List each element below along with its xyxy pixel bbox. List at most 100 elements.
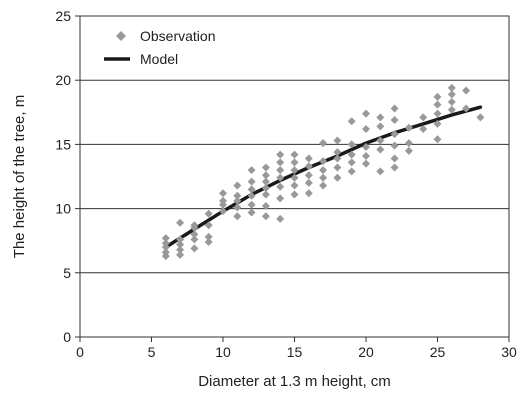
x-axis-title: Diameter at 1.3 m height, cm bbox=[198, 373, 391, 390]
observation-point bbox=[233, 212, 242, 221]
observation-point bbox=[419, 124, 428, 133]
observation-point bbox=[362, 109, 370, 118]
observation-point bbox=[276, 150, 285, 159]
observation-point bbox=[247, 166, 256, 175]
observation-point bbox=[376, 145, 385, 154]
observation-point bbox=[319, 139, 328, 148]
observation-point bbox=[404, 139, 413, 148]
y-tick-label: 0 bbox=[63, 329, 71, 345]
observation-point bbox=[247, 208, 256, 217]
observation-series bbox=[161, 83, 485, 261]
observation-point bbox=[319, 173, 328, 182]
y-tick-label: 5 bbox=[63, 265, 71, 281]
observation-point bbox=[362, 124, 370, 133]
observation-point bbox=[319, 157, 328, 166]
observation-point bbox=[447, 90, 456, 99]
observation-point bbox=[390, 141, 399, 150]
observation-point bbox=[219, 207, 227, 216]
x-tick-label: 25 bbox=[430, 344, 446, 360]
observation-point bbox=[376, 136, 385, 145]
observation-point bbox=[247, 185, 256, 194]
observation-point bbox=[176, 218, 185, 227]
observation-point bbox=[304, 189, 313, 198]
observation-point bbox=[362, 151, 370, 160]
observation-point bbox=[261, 190, 270, 199]
observation-point bbox=[261, 171, 270, 180]
observation-point bbox=[419, 113, 428, 122]
x-tick-label: 10 bbox=[215, 344, 231, 360]
observation-point bbox=[204, 232, 213, 241]
observation-point bbox=[204, 209, 213, 218]
observation-point bbox=[276, 166, 285, 175]
observation-point bbox=[261, 212, 270, 221]
observation-point bbox=[333, 148, 342, 157]
observation-point bbox=[362, 142, 370, 151]
observation-point bbox=[347, 117, 356, 126]
observation-point bbox=[233, 181, 242, 190]
legend: Observation Model bbox=[104, 28, 215, 67]
observation-point bbox=[290, 173, 299, 182]
gridlines bbox=[80, 79, 509, 274]
observation-point bbox=[290, 150, 299, 159]
legend-model-label: Model bbox=[140, 51, 178, 67]
observation-point bbox=[176, 235, 185, 244]
observation-point bbox=[376, 122, 385, 131]
observation-point bbox=[176, 240, 185, 249]
observation-point bbox=[233, 196, 242, 205]
observation-point bbox=[433, 119, 442, 128]
observation-point bbox=[233, 203, 242, 212]
legend-observation-marker bbox=[116, 31, 126, 41]
y-tick-label: 25 bbox=[55, 8, 71, 24]
observation-point bbox=[190, 235, 199, 244]
observation-point bbox=[219, 196, 227, 205]
x-tick-label: 5 bbox=[148, 344, 156, 360]
observation-point bbox=[333, 136, 342, 145]
observation-point bbox=[276, 173, 285, 182]
observation-point bbox=[447, 98, 456, 107]
observation-point bbox=[390, 163, 399, 172]
observation-point bbox=[233, 191, 242, 200]
observation-point bbox=[347, 167, 356, 176]
observation-point bbox=[404, 123, 413, 132]
observation-point bbox=[362, 159, 370, 168]
observation-point bbox=[433, 92, 442, 101]
observation-point bbox=[319, 181, 328, 190]
observation-point bbox=[347, 150, 356, 159]
observation-point bbox=[276, 182, 285, 191]
observation-point bbox=[462, 104, 471, 113]
observation-point bbox=[447, 105, 456, 114]
observation-point bbox=[433, 135, 442, 144]
x-tick-label: 0 bbox=[76, 344, 84, 360]
observation-point bbox=[190, 230, 199, 239]
observation-point bbox=[190, 244, 199, 253]
observation-point bbox=[390, 154, 399, 163]
observation-point bbox=[261, 202, 270, 211]
y-tick-label: 15 bbox=[55, 136, 71, 152]
observation-point bbox=[304, 171, 313, 180]
observation-point bbox=[261, 184, 270, 193]
x-tick-label: 15 bbox=[287, 344, 303, 360]
observation-point bbox=[304, 178, 313, 187]
observation-point bbox=[333, 163, 342, 172]
observation-point bbox=[433, 109, 442, 118]
observation-point bbox=[390, 104, 399, 113]
observation-point bbox=[276, 214, 285, 223]
observation-point bbox=[433, 100, 442, 109]
observation-point bbox=[161, 234, 170, 243]
observation-point bbox=[219, 189, 227, 198]
y-tick-label: 20 bbox=[55, 72, 71, 88]
x-tick-label: 30 bbox=[501, 344, 517, 360]
observation-point bbox=[290, 166, 299, 175]
observation-point bbox=[376, 167, 385, 176]
observation-point bbox=[176, 250, 185, 259]
observation-point bbox=[290, 158, 299, 167]
observation-point bbox=[447, 83, 456, 92]
observation-point bbox=[347, 158, 356, 167]
observation-point bbox=[304, 154, 313, 163]
legend-observation-label: Observation bbox=[140, 28, 215, 44]
observation-point bbox=[290, 190, 299, 199]
observation-point bbox=[261, 177, 270, 186]
observation-point bbox=[204, 237, 213, 246]
observation-point bbox=[319, 166, 328, 175]
